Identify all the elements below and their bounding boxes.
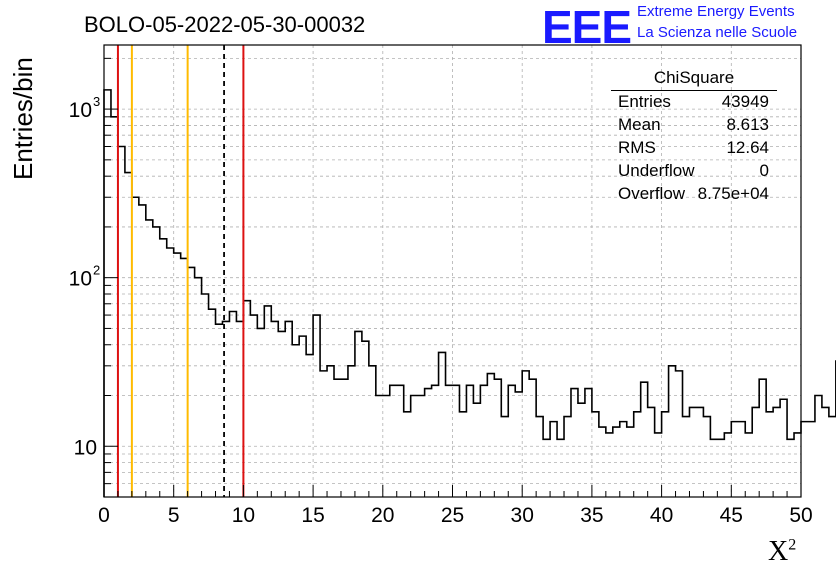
x-tick-label: 15 bbox=[301, 504, 324, 527]
stats-value: 0 bbox=[759, 161, 769, 180]
eee-logo-line2: La Scienza nelle Scuole bbox=[637, 24, 798, 41]
stats-row-entries: Entries 43949 bbox=[611, 91, 777, 114]
eee-logo-mark: EEE bbox=[542, 1, 632, 53]
stats-key: RMS bbox=[618, 138, 656, 157]
x-tick-label: 5 bbox=[168, 504, 180, 527]
stats-key: Overflow bbox=[618, 184, 686, 203]
x-axis-label-base: X bbox=[768, 536, 789, 567]
y-tick-label: 10 bbox=[69, 268, 92, 291]
eee-logo-line1: Extreme Energy Events bbox=[637, 3, 795, 20]
y-tick-exponent: 2 bbox=[93, 263, 100, 278]
x-tick-label: 30 bbox=[511, 504, 534, 527]
histogram-series bbox=[103, 89, 836, 497]
stats-value: 43949 bbox=[721, 92, 769, 111]
stats-value: 12.64 bbox=[726, 138, 769, 157]
axis-ticks bbox=[103, 57, 802, 498]
y-tick-exponent: 3 bbox=[93, 94, 100, 109]
stats-row-underflow: Underflow 0 bbox=[611, 160, 777, 183]
x-tick-label: 40 bbox=[650, 504, 673, 527]
x-axis-label-superscript: 2 bbox=[788, 536, 797, 554]
x-tick-label: 10 bbox=[232, 504, 255, 527]
y-axis-label: Entries/bin bbox=[8, 57, 38, 180]
grid bbox=[103, 45, 802, 498]
x-tick-label: 50 bbox=[789, 504, 812, 527]
x-axis-label: X2 bbox=[768, 536, 796, 568]
stats-key: Mean bbox=[618, 115, 661, 134]
stats-key: Entries bbox=[618, 92, 671, 111]
stats-value: 8.75e+04 bbox=[697, 184, 769, 203]
stats-box: ChiSquare Entries 43949 Mean 8.613 RMS 1… bbox=[611, 68, 777, 206]
stats-key: Underflow bbox=[618, 161, 695, 180]
x-tick-label: 35 bbox=[580, 504, 603, 527]
chart-title: BOLO-05-2022-05-30-00032 bbox=[84, 12, 366, 37]
y-tick-label: 10 bbox=[69, 99, 92, 122]
stats-row-rms: RMS 12.64 bbox=[611, 137, 777, 160]
stats-row-mean: Mean 8.613 bbox=[611, 114, 777, 137]
reference-lines bbox=[116, 45, 245, 497]
x-tick-label: 0 bbox=[98, 504, 110, 527]
stats-row-overflow: Overflow 8.75e+04 bbox=[611, 183, 777, 206]
x-tick-label: 45 bbox=[720, 504, 743, 527]
x-tick-label: 20 bbox=[371, 504, 394, 527]
stats-box-title: ChiSquare bbox=[611, 68, 777, 91]
stats-value: 8.613 bbox=[726, 115, 769, 134]
histogram-outline bbox=[103, 89, 836, 497]
y-tick-label: 10 bbox=[74, 436, 97, 459]
x-tick-label: 25 bbox=[441, 504, 464, 527]
